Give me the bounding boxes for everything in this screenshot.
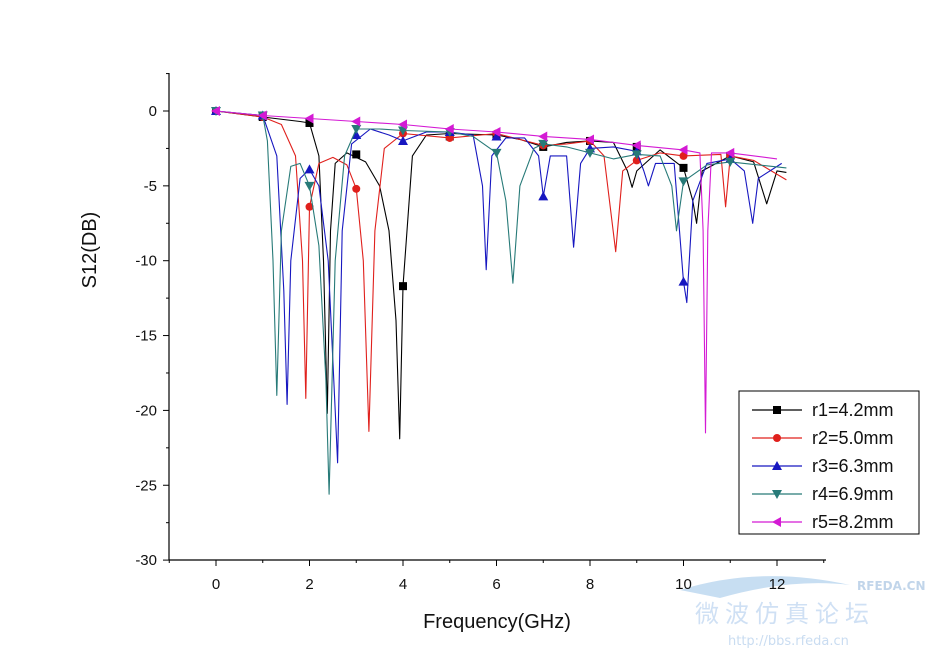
watermark: RFEDA.CN 微波仿真论坛 http://bbs.rfeda.cn [680, 576, 926, 649]
data-marker-triangle-down [538, 139, 549, 149]
x-tick-label: 4 [399, 576, 407, 593]
data-marker-square [399, 282, 407, 291]
data-marker-triangle-left [211, 106, 220, 116]
y-tick-label: -15 [135, 328, 157, 345]
data-marker-triangle-up [678, 276, 689, 286]
data-marker-triangle-left [351, 116, 361, 127]
data-marker-triangle-left [772, 517, 781, 527]
x-tick-label: 2 [305, 576, 313, 593]
data-marker-triangle-left [491, 126, 501, 137]
legend-label: r4=6.9mm [812, 484, 894, 504]
series-line [215, 110, 778, 434]
y-axis-title: S12(DB) [79, 212, 101, 289]
watermark-forum-name: 微波仿真论坛 [695, 600, 875, 628]
legend-label: r1=4.2mm [812, 400, 894, 420]
x-axis-title: Frequency(GHz) [423, 611, 571, 633]
data-marker-circle [773, 434, 781, 442]
watermark-site-label: RFEDA.CN [857, 579, 926, 593]
data-marker-square [679, 163, 688, 172]
y-tick-label: -5 [144, 178, 157, 195]
data-marker-triangle-left [257, 110, 267, 121]
legend-label: r2=5.0mm [812, 428, 894, 448]
data-marker-triangle-left [398, 119, 407, 130]
data-marker-circle [305, 202, 314, 211]
data-marker-triangle-down [585, 148, 595, 158]
data-marker-triangle-left [304, 113, 314, 124]
legend-box [738, 390, 920, 535]
legend-item: r3=6.3mm [752, 456, 894, 476]
data-marker-triangle-up [398, 135, 408, 145]
legend-item: r4=6.9mm [752, 484, 894, 504]
series-line [215, 110, 787, 495]
y-tick-label: 0 [149, 103, 157, 120]
y-tick-label: -30 [135, 552, 157, 569]
data-marker-square [352, 150, 361, 159]
legend-item: r5=8.2mm [752, 512, 894, 532]
legend-label: r5=8.2mm [812, 512, 894, 532]
data-marker-triangle-left [444, 123, 454, 134]
x-tick-label: 10 [675, 576, 692, 593]
data-marker-triangle-up [538, 191, 549, 201]
watermark-url: http://bbs.rfeda.cn [728, 634, 849, 649]
y-tick-label: -25 [135, 477, 157, 494]
data-marker-triangle-up [351, 129, 362, 139]
legend-item: r1=4.2mm [752, 400, 894, 420]
watermark-swoosh-icon [680, 576, 850, 598]
series-5 [211, 106, 778, 434]
axis-ticks: 0 2 4 6 8 10 12 0 -5 -10 -15 -20 -25 -30 [135, 73, 825, 593]
data-marker-triangle-left [585, 134, 594, 145]
data-marker-triangle-down [304, 181, 315, 191]
data-marker-triangle-down [772, 490, 782, 499]
data-marker-square [773, 406, 781, 414]
legend: r1=4.2mm r2=5.0mm r3=6.3mm r4=6.9mm r5=8.2mm [738, 390, 920, 535]
data-marker-triangle-down [491, 148, 502, 158]
series-line [215, 110, 782, 464]
legend-items: r1=4.2mm r2=5.0mm r3=6.3mm r4=6.9mm r5=8.2mm [752, 400, 894, 532]
legend-label: r3=6.3mm [812, 456, 894, 476]
x-tick-label: 0 [212, 576, 220, 593]
data-marker-triangle-down [398, 126, 408, 136]
data-marker-triangle-down [678, 177, 689, 187]
data-marker-circle [679, 151, 688, 160]
data-marker-triangle-left [631, 140, 641, 151]
data-marker-triangle-down [631, 150, 642, 160]
data-marker-triangle-up [304, 164, 315, 174]
data-marker-triangle-up [772, 461, 782, 470]
data-marker-triangle-left [725, 147, 735, 158]
y-tick-label: -10 [135, 253, 157, 270]
series-line [215, 110, 787, 440]
data-marker-triangle-down [351, 124, 362, 134]
x-tick-label: 6 [492, 576, 500, 593]
data-marker-square [305, 118, 314, 127]
series-layer [211, 106, 787, 495]
x-tick-label: 12 [769, 576, 786, 593]
data-marker-circle [352, 184, 361, 193]
data-marker-triangle-left [678, 144, 688, 155]
data-marker-triangle-up [491, 131, 502, 141]
data-marker-triangle-left [538, 131, 548, 142]
legend-item: r2=5.0mm [752, 428, 894, 448]
x-tick-label: 8 [586, 576, 594, 593]
data-marker-triangle-down [725, 157, 736, 167]
y-tick-label: -20 [135, 402, 157, 419]
